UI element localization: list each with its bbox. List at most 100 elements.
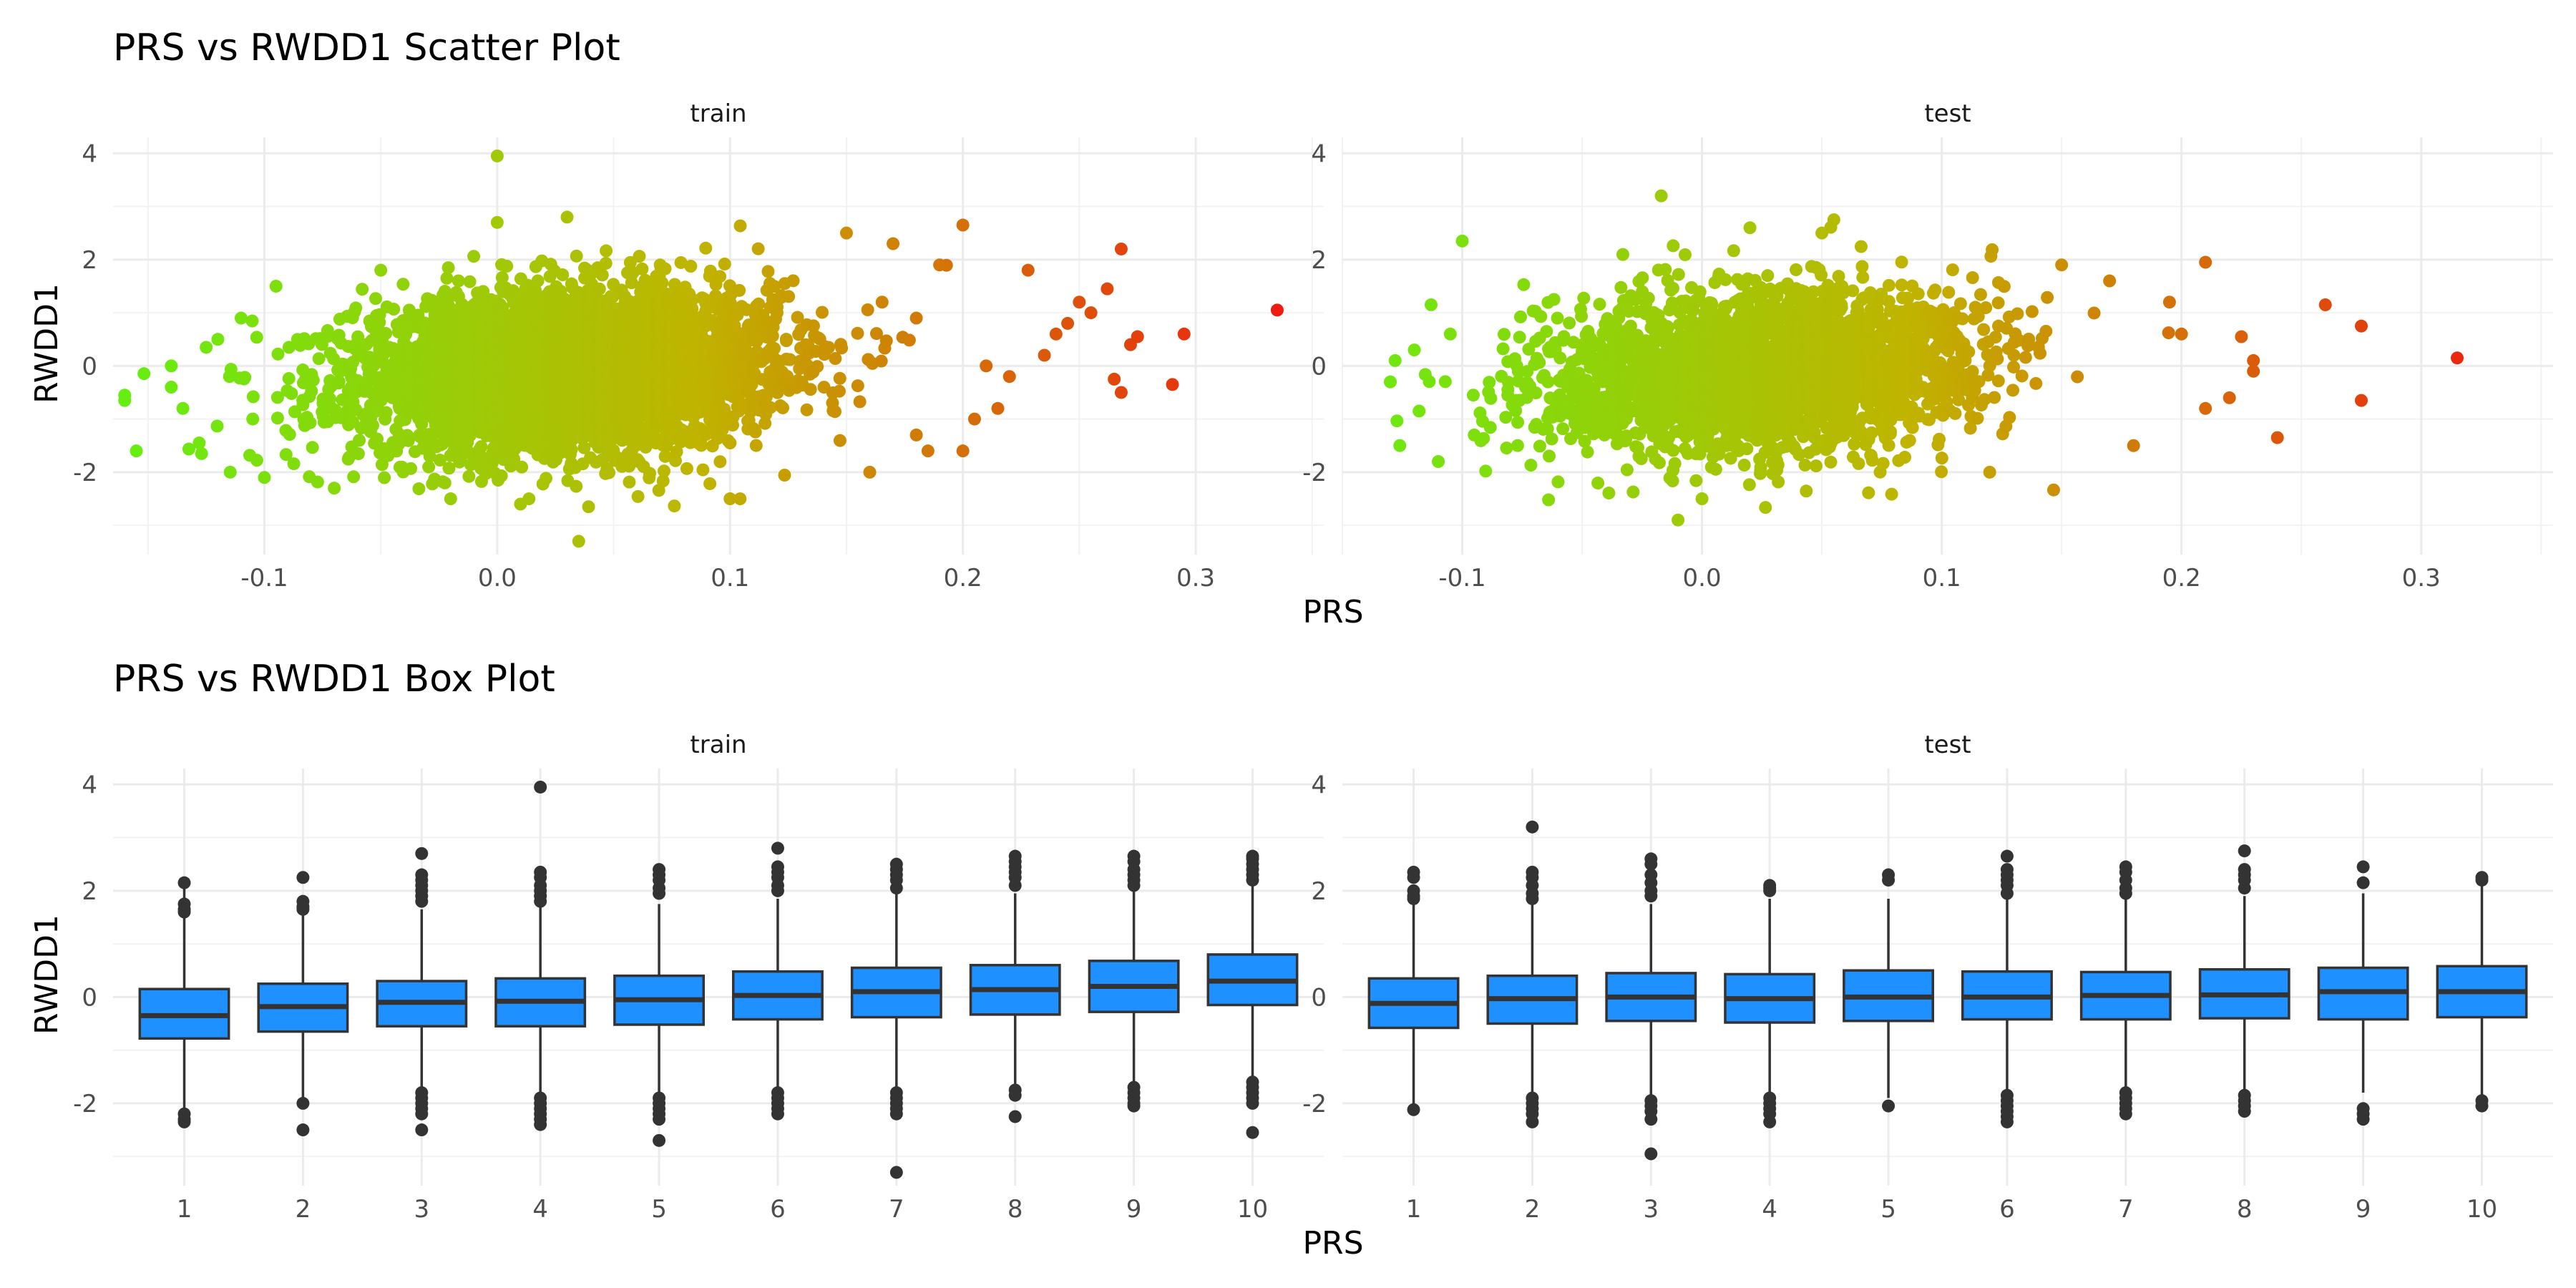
scatter-point [311, 475, 324, 489]
scatter-point [1575, 310, 1589, 323]
scatter-point [980, 359, 993, 373]
scatter-point [1061, 316, 1075, 330]
scatter-point [323, 392, 337, 406]
scatter-point [462, 469, 476, 483]
scatter-point [303, 416, 317, 429]
scatter-point [1542, 493, 1556, 507]
scatter-point [1524, 459, 1538, 472]
scatter-point [1114, 242, 1128, 255]
scatter-chart: PRS vs RWDD1 Scatter Plot train -0.1 0.0 0… [29, 26, 2553, 630]
scatter-point [246, 412, 260, 426]
scatter-point [909, 428, 923, 441]
scatter-point [1678, 248, 1692, 261]
scatter-point [1659, 263, 1672, 276]
scatter-point [778, 468, 791, 482]
scatter-point [560, 210, 574, 224]
scatter-point [733, 283, 746, 297]
scatter-point [306, 374, 320, 387]
scatter-point [602, 466, 616, 479]
scatter-point [165, 381, 178, 394]
scatter-train-x-tick-label: 0.3 [1176, 564, 1215, 592]
scatter-train-y-tick-label: 4 [82, 140, 97, 168]
scatter-point [1270, 303, 1284, 317]
scatter-point [921, 444, 935, 458]
scatter-point [1547, 293, 1561, 306]
scatter-test-x-tick-label: 0.3 [2402, 564, 2441, 592]
scatter-point [1423, 375, 1436, 389]
scatter-point [351, 447, 365, 461]
scatter-point [1511, 439, 1524, 452]
scatter-point [366, 419, 379, 432]
scatter-point [752, 297, 766, 311]
scatter-point [1517, 278, 1531, 291]
scatter-point [495, 270, 509, 284]
scatter-point [1513, 310, 1527, 323]
scatter-point [444, 492, 457, 506]
scatter-point [494, 469, 508, 483]
scatter-point [270, 411, 284, 425]
scatter-point [279, 448, 293, 462]
scatter-point [1511, 416, 1525, 429]
scatter-point [776, 401, 789, 414]
scatter-point [853, 395, 867, 409]
scatter-point [246, 390, 260, 404]
scatter-point [804, 383, 817, 396]
scatter-test-x-tick-label: 0.2 [2162, 564, 2201, 592]
scatter-point [786, 274, 800, 288]
scatter-point [600, 244, 613, 258]
scatter-point [1393, 439, 1407, 452]
scatter-point [956, 218, 970, 232]
scatter-point [396, 278, 410, 291]
scatter-point [570, 479, 583, 493]
scatter-point [887, 237, 900, 250]
scatter-point [782, 290, 796, 303]
scatter-point [658, 262, 672, 275]
scatter-point [1529, 386, 1543, 400]
scatter-test-x-tick-label: -0.1 [1438, 564, 1485, 592]
scatter-point [515, 460, 529, 474]
scatter-point [684, 260, 698, 273]
scatter-point [347, 470, 361, 484]
scatter-point [1534, 310, 1548, 323]
scatter-point [379, 406, 393, 419]
scatter-point [1177, 327, 1191, 341]
scatter-point [811, 360, 824, 374]
scatter-test-y-tick-label: 0 [1311, 352, 1327, 381]
scatter-point [412, 482, 426, 496]
scatter-test-y-tick-label: 4 [1311, 140, 1327, 168]
scatter-point [433, 453, 447, 467]
scatter-point [282, 341, 296, 354]
scatter-point [332, 375, 346, 389]
scatter-point [490, 149, 504, 162]
scatter-point [875, 296, 889, 309]
scatter-point [282, 371, 296, 385]
scatter-point [130, 444, 143, 458]
scatter-point [200, 341, 213, 354]
scatter-point [250, 454, 263, 467]
scatter-point [1563, 316, 1576, 330]
scatter-point [768, 341, 781, 355]
scatter-point [1500, 441, 1513, 455]
scatter-point [270, 391, 284, 404]
scatter-point [1641, 291, 1655, 305]
scatter-point [1626, 485, 1640, 499]
scatter-point [699, 241, 713, 255]
scatter-test-y-tick-label: 2 [1311, 246, 1327, 275]
scatter-point [832, 384, 846, 398]
scatter-point [211, 333, 225, 346]
scatter-point [137, 367, 151, 381]
scatter-point [422, 460, 436, 474]
scatter-point [718, 257, 731, 270]
scatter-point [423, 449, 436, 463]
scatter-point [1545, 432, 1558, 446]
scatter-point [474, 440, 488, 454]
scatter-point [1479, 464, 1493, 478]
scatter-point [696, 463, 710, 477]
scatter-point [285, 386, 298, 400]
scatter-point [643, 467, 657, 480]
scatter-point [833, 371, 847, 385]
scatter-point [631, 489, 645, 503]
scatter-point [572, 535, 585, 548]
scatter-point [1602, 487, 1616, 500]
scatter-point [269, 279, 283, 293]
